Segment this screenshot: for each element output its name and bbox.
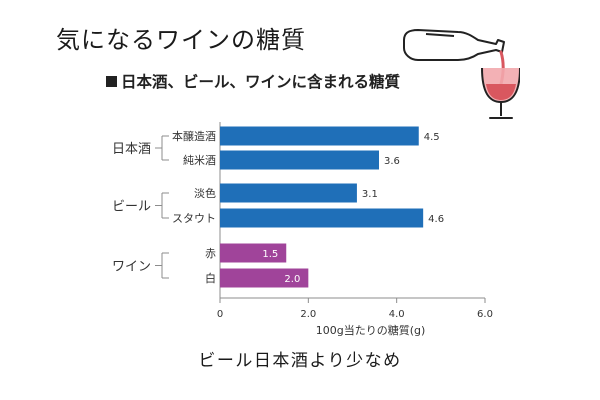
bar-value-label: 3.1 xyxy=(362,189,378,200)
bar xyxy=(220,268,309,288)
x-tick-label: 4.0 xyxy=(389,309,405,320)
group-label: ビール xyxy=(112,200,151,215)
bar-category-label: 白 xyxy=(205,271,216,285)
headline: 気になるワインの糖質 xyxy=(56,26,306,54)
bar-category-label: 本醸造酒 xyxy=(172,129,216,143)
chart-title-text: 日本酒、ビール、ワインに含まれる糖質 xyxy=(121,73,401,91)
x-axis-label: 100g当たりの糖質(g) xyxy=(316,323,426,337)
bar-value-label: 4.5 xyxy=(424,132,440,143)
bar-category-label: 赤 xyxy=(205,247,216,260)
bar xyxy=(220,243,287,263)
chart-title: 日本酒、ビール、ワインに含まれる糖質 xyxy=(106,70,400,92)
caption: ビール日本酒より少なめ xyxy=(198,351,402,371)
bar-value-label: 3.6 xyxy=(384,156,400,167)
bar-category-label: スタウト xyxy=(172,212,216,225)
group-label: 日本酒 xyxy=(112,142,151,157)
bar xyxy=(220,183,357,203)
x-tick-label: 0 xyxy=(217,309,223,320)
bar xyxy=(220,126,419,146)
title-square-marker xyxy=(106,76,117,87)
bar-value-label: 1.5 xyxy=(262,249,278,260)
bar xyxy=(220,150,379,170)
bar-value-label: 2.0 xyxy=(284,274,300,285)
bar-category-label: 淡色 xyxy=(194,186,216,200)
x-tick-label: 2.0 xyxy=(300,309,316,320)
bar xyxy=(220,208,424,228)
bar-value-label: 4.6 xyxy=(428,214,444,225)
group-label: ワイン xyxy=(112,260,151,275)
x-tick-label: 6.0 xyxy=(477,309,493,320)
wine-bottle-pouring-into-glass-icon xyxy=(400,10,521,126)
bar-category-label: 純米酒 xyxy=(183,154,216,167)
